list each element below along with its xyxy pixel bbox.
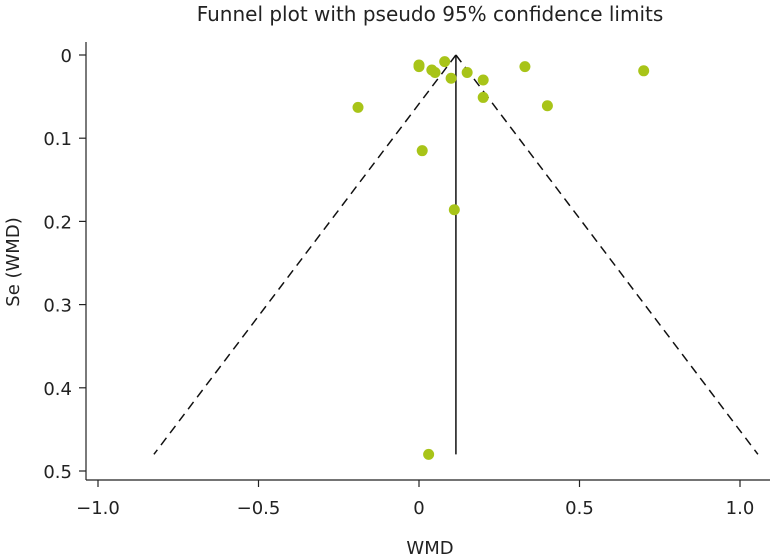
y-ticks: 0 0.1 0.2 0.3 0.4 0.5 (43, 46, 86, 483)
y-tick-label: 0.3 (43, 296, 72, 317)
lower-confidence-limit (153, 54, 457, 455)
data-point (423, 448, 435, 460)
x-tick-label: 0.5 (565, 498, 594, 519)
y-tick-label: 0 (61, 46, 72, 67)
upper-confidence-limit (455, 54, 759, 455)
chart-title: Funnel plot with pseudo 95% confidence l… (197, 2, 664, 26)
y-axis-label: Se (WMD) (3, 217, 24, 306)
data-point (352, 101, 364, 113)
data-point (413, 61, 425, 73)
data-point (541, 100, 553, 112)
data-point (448, 204, 460, 216)
data-point (416, 145, 428, 157)
plot-lines (153, 54, 759, 455)
data-point (429, 66, 441, 78)
data-point (461, 66, 473, 78)
data-points (352, 56, 650, 460)
axes (85, 42, 770, 481)
x-tick-label: 0 (413, 498, 424, 519)
x-tick-label: 1.0 (726, 498, 755, 519)
y-tick-label: 0.4 (43, 379, 72, 400)
data-point (519, 61, 531, 73)
y-tick-label: 0.5 (43, 462, 72, 483)
data-point (477, 91, 489, 103)
data-point (439, 56, 451, 68)
data-point (445, 72, 457, 84)
data-point (477, 74, 489, 86)
x-tick-label: −1.0 (76, 498, 120, 519)
data-point (638, 65, 650, 77)
x-ticks: −1.0 −0.5 0 0.5 1.0 (76, 480, 754, 519)
y-tick-label: 0.1 (43, 129, 72, 150)
x-tick-label: −0.5 (237, 498, 281, 519)
x-axis-label: WMD (406, 538, 453, 559)
y-tick-label: 0.2 (43, 212, 72, 233)
